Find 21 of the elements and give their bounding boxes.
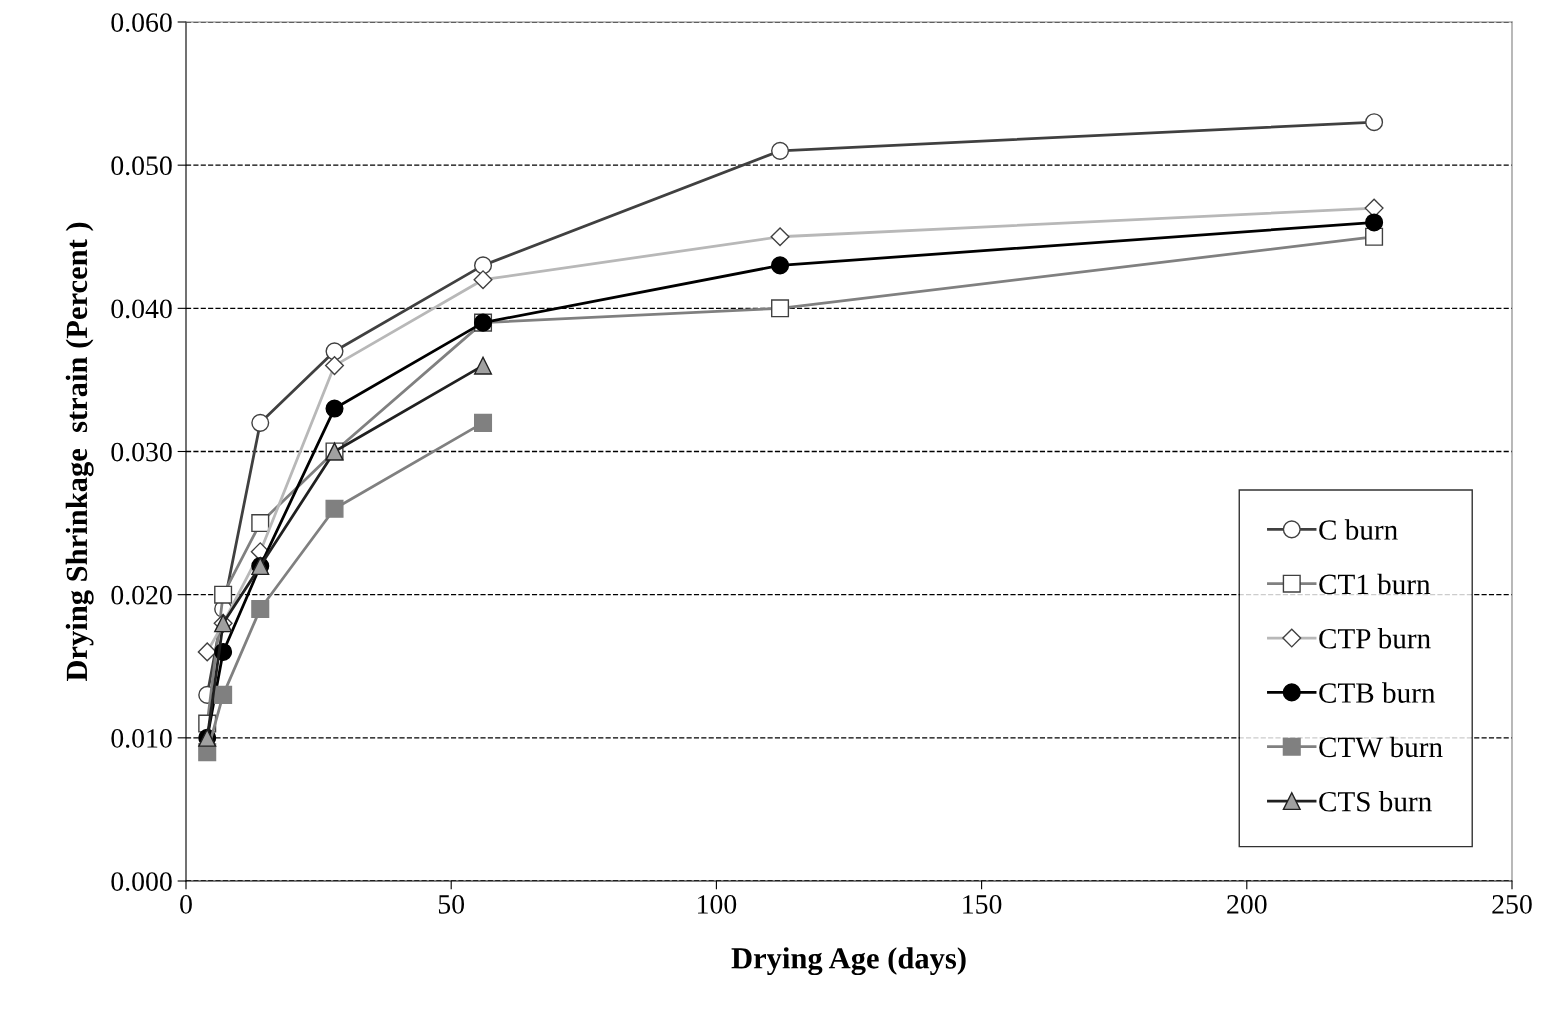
x-axis-title: Drying Age (days) [731,947,966,976]
y-tick-label: 0.050 [111,156,172,176]
legend-label: C burn [1319,519,1398,540]
legend-label: CTW burn [1319,736,1443,758]
y-tick-label: 0.000 [111,872,172,892]
x-tick-label: 50 [438,895,465,914]
y-tick-label: 0.010 [111,729,172,748]
x-tick-label: 100 [698,895,737,914]
legend-label: CT1 burn [1319,573,1431,595]
legend-label: CTP burn [1319,628,1431,649]
x-tick-label: 200 [1227,895,1267,914]
y-tick-label: 0.020 [111,585,172,605]
x-tick-label: 0 [180,895,192,914]
y-tick-label: 0.040 [111,299,172,319]
x-tick-label: 250 [1492,895,1532,914]
y-tick-label: 0.030 [111,442,172,462]
y-axis-title: Drying Shrinkage strain (Percent ) [65,222,94,682]
y-tick-label: 0.060 [111,13,172,33]
legend-label: CTS burn [1319,791,1432,812]
x-tick-label: 150 [963,895,1002,914]
legend-label: CTB burn [1319,682,1436,703]
